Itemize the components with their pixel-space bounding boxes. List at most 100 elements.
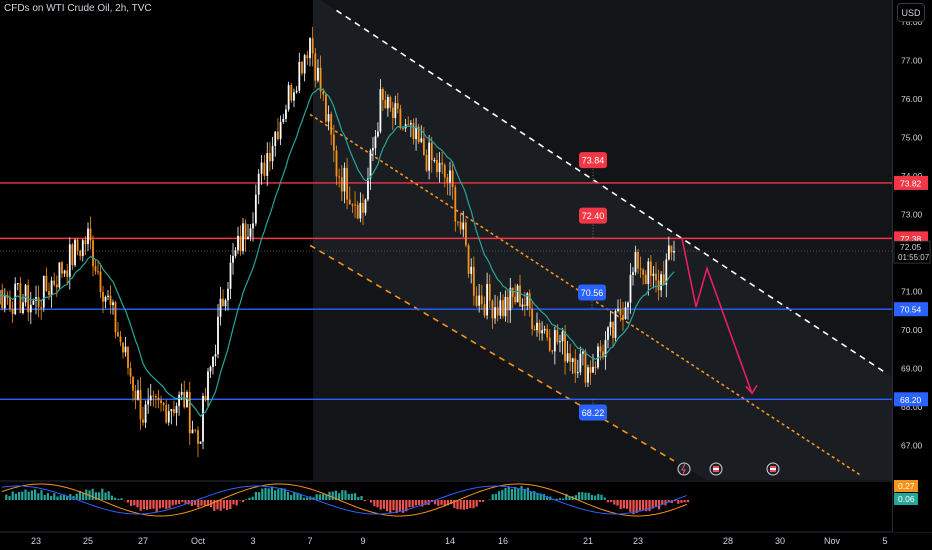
- time-tick-1: 25: [83, 536, 93, 546]
- candle-body: [582, 351, 584, 354]
- osc-bar: [597, 493, 600, 500]
- flag-event-icon[interactable]: [709, 462, 723, 476]
- candle-body: [343, 167, 346, 192]
- osc-bar: [667, 500, 670, 503]
- osc-bar: [107, 491, 110, 500]
- level-label-bg-0: [579, 152, 607, 169]
- candle-body: [541, 330, 543, 334]
- candle-body: [599, 346, 602, 352]
- osc-bar: [152, 500, 155, 509]
- osc-bar: [472, 500, 475, 509]
- candle-body: [142, 419, 144, 423]
- osc-bar: [683, 500, 686, 503]
- candle-body: [632, 272, 634, 275]
- osc-bar: [510, 488, 513, 500]
- osc-bar: [94, 492, 97, 500]
- candle-body: [528, 293, 531, 309]
- candle-body: [386, 97, 389, 109]
- candle-body: [359, 202, 362, 219]
- candle-body: [470, 266, 473, 274]
- candle-body: [624, 307, 627, 319]
- candle-body: [295, 90, 298, 93]
- osc-signal-line: [1, 483, 687, 517]
- osc-bar: [498, 491, 501, 500]
- channel-fill: [313, 0, 892, 480]
- candle-body: [87, 228, 89, 245]
- osc-bar: [450, 500, 453, 505]
- osc-bar: [341, 490, 344, 500]
- osc-bar: [574, 495, 577, 500]
- osc-bar: [584, 492, 587, 500]
- candle-body: [257, 173, 260, 195]
- candle-body: [652, 273, 655, 276]
- candle-body: [415, 126, 417, 140]
- osc-bar: [651, 500, 654, 509]
- candle-body: [207, 371, 209, 401]
- currency-button[interactable]: USD: [897, 3, 925, 22]
- candle-body: [22, 302, 24, 314]
- osc-bar: [158, 500, 161, 509]
- osc-bar: [347, 493, 350, 500]
- osc-bar: [424, 500, 427, 505]
- candle-body: [389, 97, 392, 108]
- candle-body: [16, 283, 19, 285]
- osc-bar: [75, 493, 78, 500]
- candle-body: [290, 85, 293, 101]
- osc-bar: [661, 500, 664, 505]
- osc-bar: [418, 500, 421, 506]
- candle-body: [277, 131, 279, 140]
- candle-body: [354, 204, 356, 206]
- osc-bar: [603, 497, 606, 500]
- projection-path: [681, 238, 753, 394]
- candle-body: [144, 404, 147, 423]
- osc-bar: [530, 491, 533, 500]
- time-tick-0: 23: [31, 536, 41, 546]
- candle-body: [543, 328, 546, 331]
- osc-bar: [5, 494, 8, 500]
- osc-bar: [606, 500, 609, 503]
- candle-body: [293, 92, 295, 101]
- candle-body: [637, 251, 639, 269]
- candle-body: [619, 308, 622, 315]
- candle-body: [407, 124, 410, 126]
- osc-bar: [280, 488, 283, 500]
- level-label-0: 73.84: [582, 156, 605, 166]
- candle-body: [602, 351, 604, 358]
- osc-bar: [443, 500, 446, 507]
- osc-bar: [286, 491, 289, 500]
- time-tick-10: 21: [583, 536, 593, 546]
- osc-bar: [686, 500, 689, 503]
- osc-bar: [392, 500, 395, 511]
- candle-body: [227, 288, 229, 301]
- osc-bar: [590, 494, 593, 500]
- osc-bar: [30, 490, 33, 500]
- candle-body: [502, 300, 504, 317]
- osc-bar: [114, 497, 117, 500]
- candle-body: [587, 367, 589, 383]
- candle-body: [114, 302, 117, 333]
- osc-bar: [430, 500, 433, 502]
- candle-body: [102, 292, 104, 302]
- osc-bar: [133, 500, 136, 506]
- osc-bar: [677, 500, 680, 504]
- candle-body: [533, 328, 536, 331]
- time-tick-2: 27: [138, 536, 148, 546]
- candle-body: [244, 223, 247, 240]
- osc-bar: [306, 497, 309, 500]
- osc-bar: [613, 500, 616, 505]
- osc-bar: [469, 500, 472, 509]
- candle-body: [242, 223, 244, 252]
- lightning-event-icon[interactable]: [677, 462, 691, 476]
- candle-body: [68, 244, 71, 277]
- candle-body: [239, 235, 242, 252]
- candle-body: [274, 131, 277, 147]
- osc-bar: [91, 488, 94, 500]
- osc-bar: [610, 500, 613, 503]
- flag-event-icon[interactable]: [766, 462, 780, 476]
- osc-bar: [594, 495, 597, 500]
- candle-body: [465, 222, 467, 246]
- candle-body: [569, 353, 572, 362]
- candle-body: [309, 38, 311, 59]
- osc-bar: [658, 500, 661, 510]
